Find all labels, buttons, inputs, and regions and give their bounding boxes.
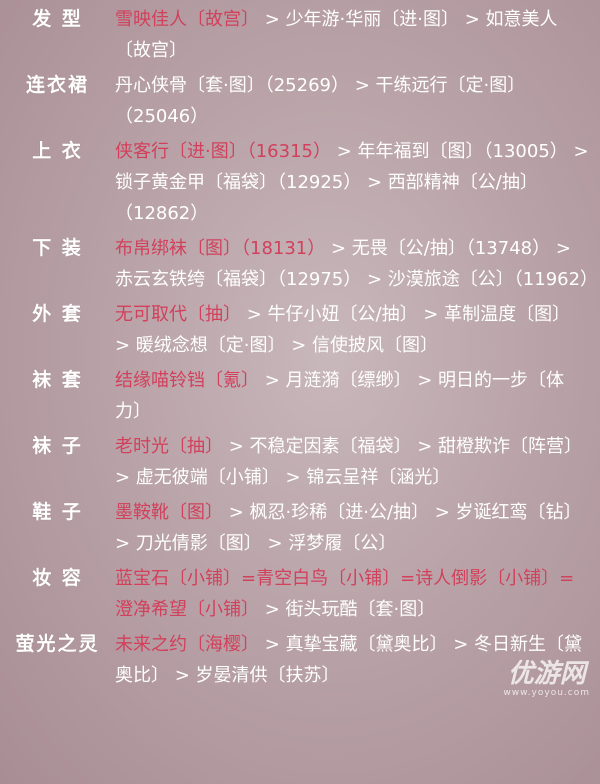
alternatives: > 不稳定因素〔福袋〕 > 甜橙欺诈〔阵营〕 > 虚无彼端〔小铺〕 > 锦云呈祥… <box>115 436 583 488</box>
row-content: 墨鞍靴〔图〕 > 枫忍·珍稀〔进·公/抽〕 > 岁诞红鸾〔钻〕 > 刀光倩影〔图… <box>115 497 590 559</box>
row-label: 妆 容 <box>32 567 83 589</box>
top-pick: 雪映佳人〔故宫〕 <box>115 9 259 30</box>
top-pick: 结缘喵铃铛〔氪〕 <box>115 370 259 391</box>
row-firefly-spirit: 萤光之灵 优游网 www.yoyou.com 未来之约〔海樱〕 > 真挚宝藏〔黛… <box>0 629 600 699</box>
row-socks: 袜 子 老时光〔抽〕 > 不稳定因素〔福袋〕 > 甜橙欺诈〔阵营〕 > 虚无彼端… <box>0 431 600 493</box>
alternatives: > 牛仔小妞〔公/抽〕 > 革制温度〔图〕 > 暖绒念想〔定·图〕 > 信使披风… <box>115 304 571 356</box>
row-label: 下 装 <box>32 237 83 259</box>
row-label: 发 型 <box>32 8 83 30</box>
alternatives: > 街头玩酷〔套·图〕 <box>259 599 436 620</box>
row-label: 上 衣 <box>32 140 83 162</box>
top-pick: 墨鞍靴〔图〕 <box>115 502 223 523</box>
row-label: 袜 子 <box>32 435 83 457</box>
row-dress: 连衣裙 丹心侠骨〔套·图〕（25269） > 干练远行〔定·图〕（25046） <box>0 70 600 132</box>
row-hair: 发 型 雪映佳人〔故宫〕 > 少年游·华丽〔进·图〕 > 如意美人〔故宫〕 <box>0 4 600 66</box>
outfit-recommendation-list: 发 型 雪映佳人〔故宫〕 > 少年游·华丽〔进·图〕 > 如意美人〔故宫〕 连衣… <box>0 4 600 703</box>
row-content: 优游网 www.yoyou.com 未来之约〔海樱〕 > 真挚宝藏〔黛奥比〕 >… <box>115 629 590 699</box>
alternatives: > 年年福到〔图〕（13005） > 锁子黄金甲〔福袋〕（12925） > 西部… <box>115 141 589 224</box>
alternatives: > 枫忍·珍稀〔进·公/抽〕 > 岁诞红鸾〔钻〕 > 刀光倩影〔图〕 > 浮梦履… <box>115 502 582 554</box>
row-shoes: 鞋 子 墨鞍靴〔图〕 > 枫忍·珍稀〔进·公/抽〕 > 岁诞红鸾〔钻〕 > 刀光… <box>0 497 600 559</box>
row-content: 无可取代〔抽〕 > 牛仔小妞〔公/抽〕 > 革制温度〔图〕 > 暖绒念想〔定·图… <box>115 299 590 361</box>
top-pick: 蓝宝石〔小铺〕=青空白鸟〔小铺〕=诗人倒影〔小铺〕=澄净希望〔小铺〕 <box>115 568 575 620</box>
row-label: 连衣裙 <box>25 74 89 96</box>
alternatives: 丹心侠骨〔套·图〕（25269） > 干练远行〔定·图〕（25046） <box>115 75 526 127</box>
row-content: 蓝宝石〔小铺〕=青空白鸟〔小铺〕=诗人倒影〔小铺〕=澄净希望〔小铺〕 > 街头玩… <box>115 563 590 625</box>
row-content: 丹心侠骨〔套·图〕（25269） > 干练远行〔定·图〕（25046） <box>115 70 590 132</box>
row-content: 侠客行〔进·图〕（16315） > 年年福到〔图〕（13005） > 锁子黄金甲… <box>115 136 590 229</box>
row-label: 萤光之灵 <box>15 633 100 655</box>
row-top: 上 衣 侠客行〔进·图〕（16315） > 年年福到〔图〕（13005） > 锁… <box>0 136 600 229</box>
row-makeup: 妆 容 蓝宝石〔小铺〕=青空白鸟〔小铺〕=诗人倒影〔小铺〕=澄净希望〔小铺〕 >… <box>0 563 600 625</box>
row-bottom: 下 装 布帛绑袜〔图〕（18131） > 无畏〔公/抽〕（13748） > 赤云… <box>0 233 600 295</box>
top-pick: 无可取代〔抽〕 <box>115 304 241 325</box>
row-label: 袜 套 <box>32 369 83 391</box>
row-coat: 外 套 无可取代〔抽〕 > 牛仔小妞〔公/抽〕 > 革制温度〔图〕 > 暖绒念想… <box>0 299 600 361</box>
row-label: 鞋 子 <box>32 501 83 523</box>
top-pick: 布帛绑袜〔图〕（18131） <box>115 238 326 259</box>
watermark-url: www.yoyou.com <box>503 688 590 698</box>
watermark-logo: 优游网 <box>507 659 586 689</box>
row-content: 结缘喵铃铛〔氪〕 > 月涟漪〔缥缈〕 > 明日的一步〔体力〕 <box>115 365 590 427</box>
alternatives: > 真挚宝藏〔黛奥比〕 > 冬日新生〔黛奥比〕 > 岁晏清供〔扶苏〕 <box>115 634 583 686</box>
top-pick: 未来之约〔海樱〕 <box>115 634 259 655</box>
row-content: 布帛绑袜〔图〕（18131） > 无畏〔公/抽〕（13748） > 赤云玄铁绔〔… <box>115 233 598 295</box>
top-pick: 老时光〔抽〕 <box>115 436 223 457</box>
alternatives: > 月涟漪〔缥缈〕 > 明日的一步〔体力〕 <box>115 370 565 422</box>
alternatives: > 少年游·华丽〔进·图〕 > 如意美人〔故宫〕 <box>115 9 558 61</box>
top-pick: 侠客行〔进·图〕（16315） <box>115 141 331 162</box>
row-content: 老时光〔抽〕 > 不稳定因素〔福袋〕 > 甜橙欺诈〔阵营〕 > 虚无彼端〔小铺〕… <box>115 431 590 493</box>
alternatives: > 无畏〔公/抽〕（13748） > 赤云玄铁绔〔福袋〕（12975） > 沙漠… <box>115 238 599 290</box>
row-stocking-set: 袜 套 结缘喵铃铛〔氪〕 > 月涟漪〔缥缈〕 > 明日的一步〔体力〕 <box>0 365 600 427</box>
row-content: 雪映佳人〔故宫〕 > 少年游·华丽〔进·图〕 > 如意美人〔故宫〕 <box>115 4 590 66</box>
watermark: 优游网 www.yoyou.com <box>503 660 590 699</box>
row-label: 外 套 <box>32 303 83 325</box>
